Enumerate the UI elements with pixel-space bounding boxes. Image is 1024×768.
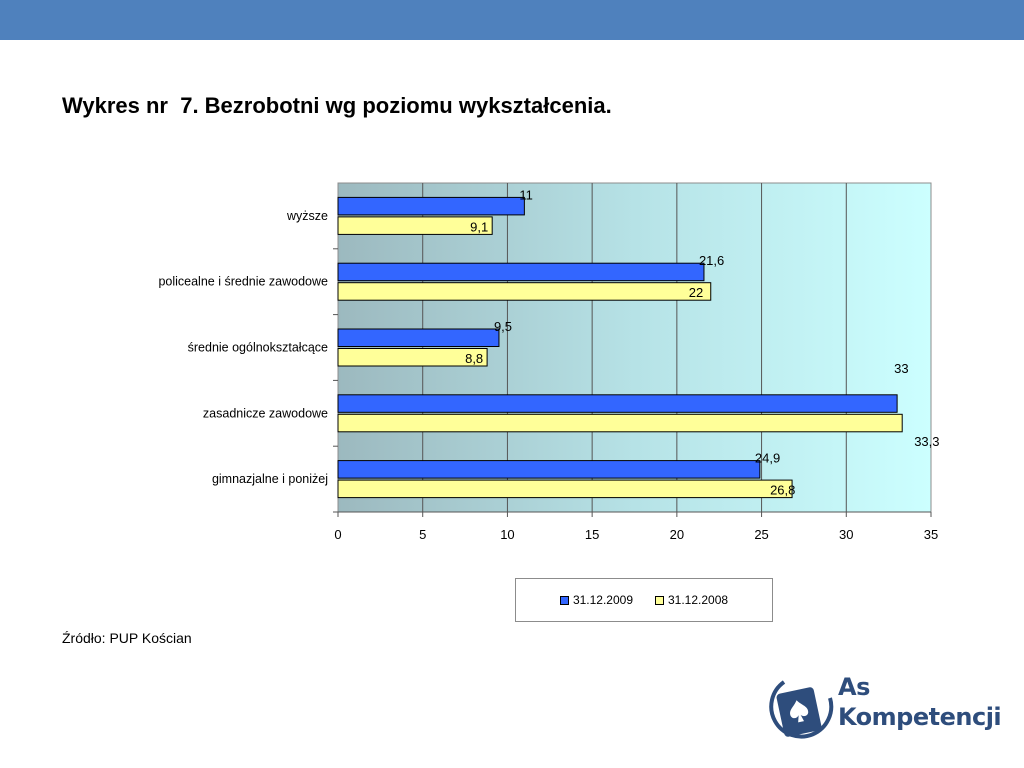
category-label: gimnazjalne i poniżej [212,472,328,486]
legend-item-2009: 31.12.2009 [559,593,633,607]
data-label: 22 [689,285,703,300]
data-label: 33 [894,361,908,376]
bar-31.12.2008 [337,413,903,433]
data-label: 9,5 [494,319,512,334]
data-label: 9,1 [470,219,488,234]
spade-card-icon [769,680,834,739]
plot-area [337,182,932,513]
bar-31.12.2008 [337,479,793,499]
logo-text-line1: As [838,673,870,701]
slide-title: Wykres nr 7. Bezrobotni wg poziomu wyksz… [62,93,612,118]
x-tick-label: 20 [670,527,684,542]
bar-31.12.2008 [337,282,712,301]
data-label: 24,9 [755,451,780,466]
legend-label-2009: 31.12.2009 [572,593,633,607]
legend-label-2008: 31.12.2008 [668,593,729,607]
bar-31.12.2009 [337,196,525,216]
bar-31.12.2009 [337,394,898,413]
bar-31.12.2008 [337,348,488,367]
logo-text-line2: Kompetencji [838,703,1002,731]
bar-31.12.2009 [337,460,761,479]
x-tick-label: 25 [754,527,768,542]
category-label: średnie ogólnokształcące [188,341,328,355]
data-label: 33,3 [914,434,939,449]
legend-item-2008: 31.12.2008 [655,593,728,607]
header-bar [0,0,1024,40]
bar-31.12.2009 [337,262,705,282]
data-label: 8,8 [465,351,483,366]
data-label: 26,8 [770,483,795,498]
category-label: policealne i średnie zawodowe [158,275,328,289]
category-label: wyższe [286,209,328,223]
x-tick-label: 35 [924,527,938,542]
legend-swatch-2008 [655,595,664,605]
x-tick-label: 0 [334,527,341,542]
data-label: 11 [519,187,533,202]
chart-legend: 31.12.2009 31.12.2008 [515,578,773,622]
bar-31.12.2009 [337,328,500,347]
bar-31.12.2008 [337,216,493,235]
x-tick-label: 10 [500,527,514,542]
x-tick-label: 5 [419,527,426,542]
x-tick-label: 30 [839,527,853,542]
data-label: 21,6 [699,253,724,268]
x-tick-label: 15 [585,527,599,542]
logo: As Kompetencji [768,668,1008,748]
category-label: zasadnicze zawodowe [203,406,328,420]
legend-swatch-2009 [559,595,569,605]
source-note: Źródło: PUP Kościan [62,630,192,646]
